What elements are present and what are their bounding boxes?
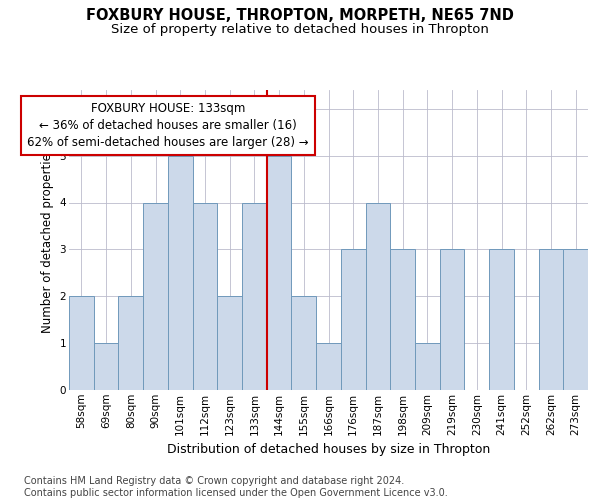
Bar: [143, 202, 168, 390]
Text: FOXBURY HOUSE: 133sqm
← 36% of detached houses are smaller (16)
62% of semi-deta: FOXBURY HOUSE: 133sqm ← 36% of detached …: [27, 102, 308, 148]
Bar: [539, 250, 563, 390]
Text: Size of property relative to detached houses in Thropton: Size of property relative to detached ho…: [111, 22, 489, 36]
Bar: [489, 250, 514, 390]
Bar: [390, 250, 415, 390]
Bar: [415, 343, 440, 390]
Bar: [267, 156, 292, 390]
Bar: [168, 156, 193, 390]
Bar: [563, 250, 588, 390]
Bar: [316, 343, 341, 390]
Bar: [193, 202, 217, 390]
Text: Contains HM Land Registry data © Crown copyright and database right 2024.
Contai: Contains HM Land Registry data © Crown c…: [24, 476, 448, 498]
Bar: [292, 296, 316, 390]
Bar: [118, 296, 143, 390]
Bar: [365, 202, 390, 390]
Bar: [217, 296, 242, 390]
Text: FOXBURY HOUSE, THROPTON, MORPETH, NE65 7ND: FOXBURY HOUSE, THROPTON, MORPETH, NE65 7…: [86, 8, 514, 22]
Bar: [341, 250, 365, 390]
Bar: [242, 202, 267, 390]
X-axis label: Distribution of detached houses by size in Thropton: Distribution of detached houses by size …: [167, 443, 490, 456]
Y-axis label: Number of detached properties: Number of detached properties: [41, 147, 54, 333]
Bar: [440, 250, 464, 390]
Bar: [94, 343, 118, 390]
Bar: [69, 296, 94, 390]
